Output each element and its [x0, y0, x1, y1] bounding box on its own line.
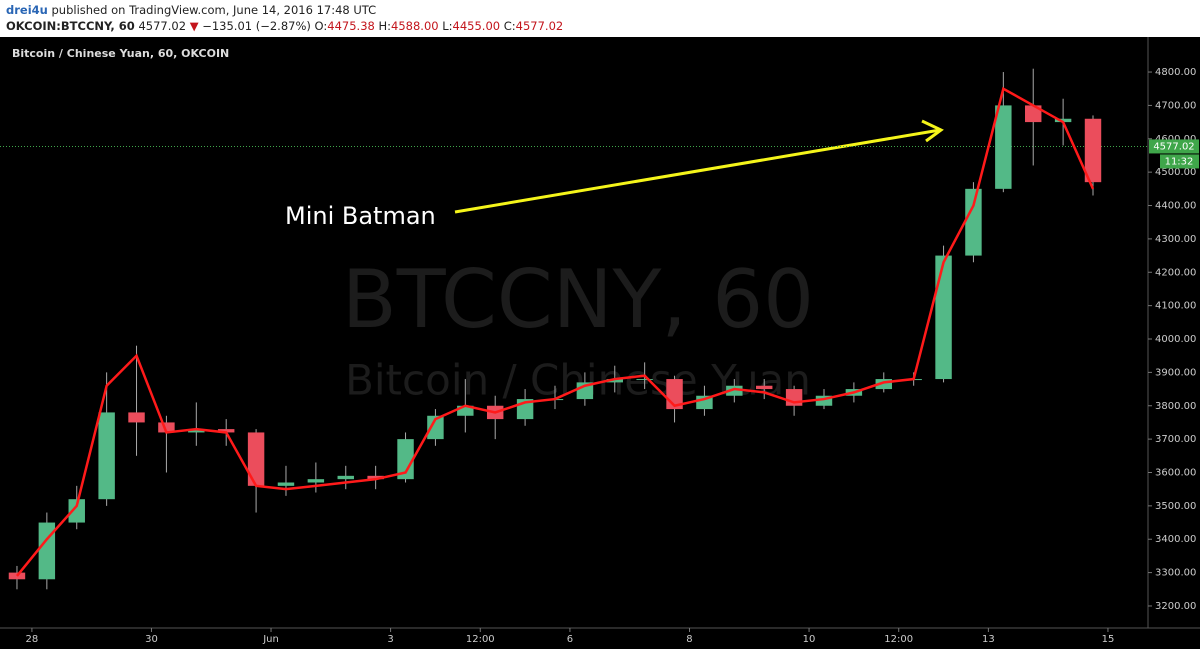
y-tick-label: 4300.00: [1155, 234, 1196, 245]
x-tick-label: 30: [145, 634, 158, 645]
y-tick-label: 4600.00: [1155, 134, 1196, 145]
y-tick-label: 3500.00: [1155, 501, 1196, 512]
open-value: 4475.38: [327, 19, 375, 33]
candle-body: [606, 379, 623, 383]
y-tick-label: 3800.00: [1155, 401, 1196, 412]
y-tick-label: 4400.00: [1155, 201, 1196, 212]
last-price-label: 4577.02: [1153, 141, 1194, 152]
close-label: C:: [503, 19, 516, 33]
y-tick-label: 3700.00: [1155, 434, 1196, 445]
y-tick-label: 4200.00: [1155, 267, 1196, 278]
low-value: 4455.00: [452, 19, 501, 33]
candle-body: [397, 439, 414, 480]
candle-body: [68, 499, 85, 523]
x-tick-label: 13: [982, 634, 995, 645]
publish-line: drei4u published on TradingView.com, Jun…: [6, 3, 376, 17]
x-tick-label: 12:00: [884, 634, 913, 645]
y-tick-label: 3600.00: [1155, 467, 1196, 478]
y-tick-label: 4500.00: [1155, 167, 1196, 178]
candle-body: [188, 429, 205, 433]
countdown-badge: [1160, 154, 1199, 169]
high-value: 4588.00: [391, 19, 439, 33]
countdown-label: 11:32: [1165, 156, 1194, 167]
annotation-arrow: [454, 119, 944, 214]
last-price: 4577.02: [138, 19, 187, 33]
y-tick-label: 3400.00: [1155, 534, 1196, 545]
chart-title: Bitcoin / Chinese Yuan, 60, OKCOIN: [12, 47, 229, 60]
watermark: BTCCNY, 60: [342, 253, 814, 346]
candle-body: [337, 475, 354, 480]
y-tick-label: 4800.00: [1155, 67, 1196, 78]
candle-body: [726, 385, 743, 396]
last-price-badge: [1149, 139, 1199, 154]
candle-body: [38, 522, 56, 580]
y-tick-label: 3300.00: [1155, 568, 1196, 579]
y-tick-label: 3200.00: [1155, 601, 1196, 612]
publish-info: published on TradingView.com, June 14, 2…: [51, 3, 377, 17]
candle-body: [935, 255, 952, 380]
annotation: Mini Batman: [285, 202, 436, 230]
candle-body: [995, 105, 1012, 189]
header: drei4u published on TradingView.com, Jun…: [0, 0, 1200, 37]
open-label: O:: [314, 19, 328, 33]
y-tick-label: 4000.00: [1155, 334, 1196, 345]
x-tick-label: 15: [1102, 634, 1115, 645]
candle-body: [815, 395, 833, 406]
y-tick-label: 3900.00: [1155, 367, 1196, 378]
candle-body: [307, 479, 325, 483]
candle-body: [755, 385, 773, 390]
change: −135.01 (−2.87%): [202, 19, 311, 33]
symbol: OKCOIN:BTCCNY, 60: [6, 19, 135, 33]
candle-body: [965, 188, 982, 256]
candle-body: [1084, 118, 1102, 183]
chart: BTCCNY, 60 Bitcoin / Chinese Yuan Bitcoi…: [0, 37, 1200, 649]
candle-body: [875, 379, 892, 390]
x-tick-label: 12:00: [466, 634, 495, 645]
change-arrow: ▼: [189, 19, 199, 33]
candle-body: [158, 422, 175, 433]
candle-body: [457, 405, 474, 416]
x-tick-label: 10: [803, 634, 816, 645]
high-label: H:: [378, 19, 392, 33]
candle-body: [367, 475, 384, 480]
candle-body: [8, 572, 26, 580]
candle-body: [128, 412, 145, 423]
x-tick-label: Jun: [262, 634, 279, 645]
y-tick-label: 4700.00: [1155, 100, 1196, 111]
candle-body: [217, 429, 235, 433]
username[interactable]: drei4u: [6, 3, 48, 17]
candle-body: [1025, 105, 1042, 123]
x-tick-label: 28: [26, 634, 39, 645]
candle-body: [98, 412, 115, 500]
low-label: L:: [442, 19, 453, 33]
close-value: 4577.02: [515, 19, 564, 33]
x-tick-label: 6: [567, 634, 573, 645]
candle-body: [427, 415, 444, 440]
candle-body: [636, 379, 653, 381]
quote-line: OKCOIN:BTCCNY, 60 4577.02 ▼ −135.01 (−2.…: [6, 19, 563, 33]
x-tick-label: 8: [686, 634, 692, 645]
x-tick-label: 3: [387, 634, 393, 645]
candle-body: [247, 432, 265, 486]
indicator-line: [15, 86, 1095, 577]
y-tick-label: 4100.00: [1155, 301, 1196, 312]
candle-body: [1054, 118, 1072, 123]
candle-body: [277, 482, 295, 486]
